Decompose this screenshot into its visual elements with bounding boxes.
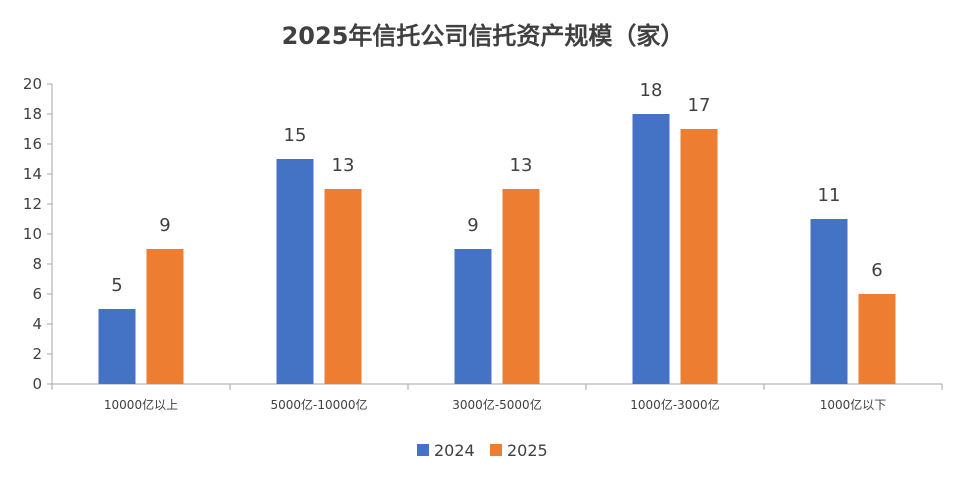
y-tick-label: 20 <box>23 75 42 93</box>
x-tick-label: 10000亿以上 <box>104 397 178 412</box>
data-label: 13 <box>332 155 355 176</box>
bar-2024 <box>98 309 136 384</box>
x-tick-label: 5000亿-10000亿 <box>270 397 367 412</box>
legend-label: 2024 <box>434 441 475 460</box>
y-tick-label: 4 <box>32 315 42 333</box>
bar-2024 <box>810 219 848 384</box>
chart-title: 2025年信托公司信托资产规模（家） <box>282 22 685 50</box>
data-label: 11 <box>818 185 841 206</box>
data-label: 5 <box>111 275 122 296</box>
y-tick-label: 2 <box>32 345 42 363</box>
y-tick-label: 6 <box>32 285 42 303</box>
legend-swatch-2024 <box>417 444 429 456</box>
data-label: 18 <box>640 80 663 101</box>
y-tick-label: 14 <box>23 165 42 183</box>
data-label: 15 <box>284 125 307 146</box>
data-label: 9 <box>467 215 478 236</box>
axes: 0 2 4 6 8 10 12 14 16 18 20 10000亿以上 5000亿-10000亿 300… <box>23 75 943 412</box>
data-labels: 5 9 15 13 9 13 18 17 11 6 <box>111 80 882 296</box>
bar-2025 <box>858 294 896 384</box>
data-label: 6 <box>871 260 882 281</box>
y-tick-label: 12 <box>23 195 42 213</box>
y-tick-label: 16 <box>23 135 42 153</box>
y-tick-label: 10 <box>23 225 42 243</box>
bar-2024 <box>632 114 670 384</box>
data-label: 9 <box>159 215 170 236</box>
bar-2024 <box>276 159 314 384</box>
data-label: 17 <box>688 95 711 116</box>
bar-2024 <box>454 249 492 384</box>
y-tick-label: 8 <box>32 255 42 273</box>
x-tick-label: 1000亿-3000亿 <box>630 397 719 412</box>
data-label: 13 <box>510 155 533 176</box>
x-tick-label: 3000亿-5000亿 <box>452 397 541 412</box>
legend: 2024 2025 <box>417 441 548 460</box>
y-tick-label: 18 <box>23 105 42 123</box>
bar-2025 <box>146 249 184 384</box>
x-tick-label: 1000亿以下 <box>820 397 887 412</box>
bar-2025 <box>324 189 362 384</box>
y-tick-label: 0 <box>32 375 42 393</box>
bar-2025 <box>502 189 540 384</box>
bar-2025 <box>680 129 718 384</box>
legend-swatch-2025 <box>490 444 502 456</box>
bars <box>98 114 896 384</box>
legend-label: 2025 <box>507 441 548 460</box>
